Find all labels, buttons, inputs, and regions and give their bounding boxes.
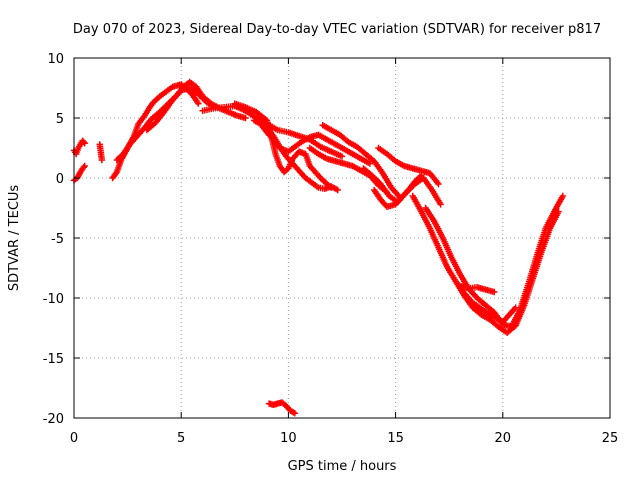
data-point: [195, 100, 202, 107]
y-tick-labels: -20 -15 -10 -5 0 5 10: [43, 52, 64, 427]
data-point: [555, 208, 562, 215]
y-tick-label: -15: [43, 352, 64, 367]
y-axis-label: SDTVAR / TECUs: [7, 185, 22, 292]
data-point: [81, 162, 88, 170]
axis-ticks: [73, 57, 611, 419]
x-tick-label: 0: [70, 431, 78, 446]
x-axis-label: GPS time / hours: [288, 459, 397, 474]
data-point: [437, 201, 444, 208]
x-tick-labels: 0 5 10 15 20 25: [70, 431, 618, 446]
y-tick-label: -20: [43, 412, 64, 427]
data-point: [98, 156, 106, 164]
data-point: [80, 138, 87, 146]
data-point: [80, 164, 87, 171]
data-point: [291, 410, 299, 417]
data-points: [70, 78, 567, 417]
x-tick-label: 15: [387, 431, 404, 446]
y-tick-label: -5: [51, 232, 64, 247]
x-tick-label: 10: [280, 431, 297, 446]
x-tick-label: 5: [177, 431, 185, 446]
data-point: [366, 160, 374, 167]
chart-title: Day 070 of 2023, Sidereal Day-to-day VTE…: [73, 22, 601, 37]
y-tick-label: 5: [56, 112, 64, 127]
data-point: [435, 180, 442, 188]
data-point: [81, 140, 88, 147]
data-point: [334, 186, 341, 194]
data-point: [242, 114, 249, 122]
grid: [74, 58, 610, 418]
y-tick-label: 0: [56, 172, 64, 187]
y-tick-label: 10: [47, 52, 64, 67]
x-tick-label: 25: [602, 431, 619, 446]
data-point: [338, 153, 346, 160]
data-point: [559, 192, 567, 200]
y-tick-label: -10: [43, 292, 64, 307]
data-point: [491, 288, 498, 296]
x-tick-label: 20: [495, 431, 512, 446]
